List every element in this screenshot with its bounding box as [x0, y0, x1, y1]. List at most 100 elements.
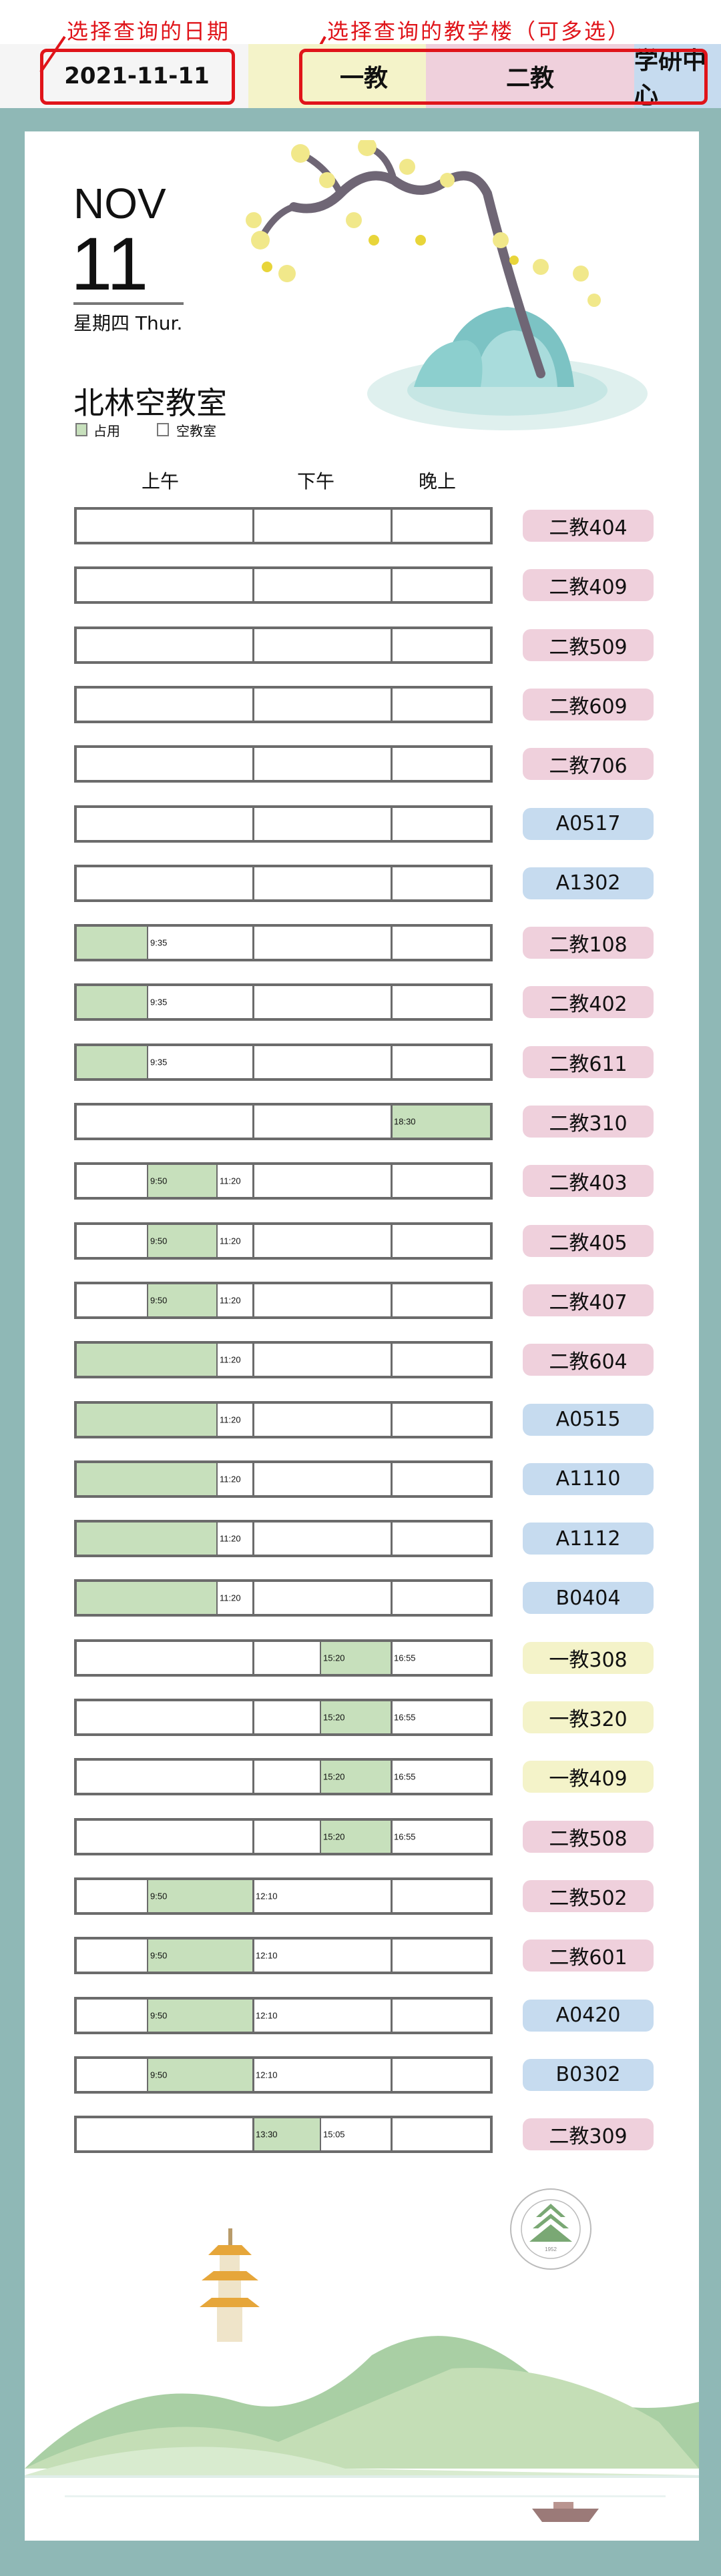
period-divider: [252, 1462, 254, 1495]
time-divider: [147, 1165, 148, 1198]
occupied-block: [320, 1761, 391, 1793]
room-label: 二教604: [523, 1344, 654, 1376]
occupied-block: [77, 927, 147, 959]
room-label: 一教320: [523, 1701, 654, 1733]
time-divider: [320, 1761, 321, 1793]
time-divider: [147, 1999, 148, 2032]
date-highlight-box: [40, 49, 235, 105]
period-divider: [391, 1045, 393, 1078]
period-divider: [391, 628, 393, 661]
period-divider: [252, 1106, 254, 1138]
end-time-label: 12:10: [256, 2070, 278, 2080]
column-afternoon: 下午: [297, 470, 335, 492]
end-time-label: 11:20: [220, 1533, 241, 1544]
room-timeline: 15:20 16:55: [74, 1639, 493, 1677]
period-divider: [252, 1045, 254, 1078]
start-time-label: 15:20: [323, 1771, 345, 1782]
room-timeline: 9:50 11:20: [74, 1162, 493, 1200]
room-timeline: 9:50 12:10: [74, 1937, 493, 1975]
time-divider: [147, 1045, 148, 1078]
room-timeline: 9:35: [74, 924, 493, 962]
result-card: [25, 131, 699, 2541]
period-divider: [391, 2058, 393, 2091]
time-divider: [216, 1344, 218, 1376]
period-divider: [252, 986, 254, 1019]
occupied-block: [77, 1582, 216, 1615]
period-divider: [391, 1224, 393, 1257]
room-label: 一教308: [523, 1641, 654, 1674]
column-evening: 晚上: [419, 470, 457, 492]
time-divider: [147, 1879, 148, 1912]
building-toggle-0[interactable]: 一教: [248, 44, 426, 108]
end-time-label: 15:05: [323, 2129, 345, 2140]
period-divider: [252, 2118, 254, 2151]
blossom-tree-illustration: [246, 140, 648, 430]
legend-occupied-label: 占用: [93, 423, 120, 439]
start-time-label: 9:50: [150, 1891, 168, 1901]
time-divider: [216, 1403, 218, 1436]
end-time-label: 11:20: [220, 1176, 241, 1186]
period-divider: [391, 1940, 393, 1972]
end-time-label: 16:55: [394, 1831, 416, 1842]
room-label: B0404: [523, 1582, 654, 1615]
time-divider: [216, 1165, 218, 1198]
room-label: A1302: [523, 867, 654, 899]
occupied-block: [147, 2058, 252, 2091]
room-timeline: [74, 566, 493, 604]
period-divider: [391, 748, 393, 781]
room-timeline: 9:50 11:20: [74, 1222, 493, 1260]
room-label: 二教403: [523, 1165, 654, 1198]
period-divider: [252, 748, 254, 781]
period-divider: [252, 927, 254, 959]
end-time-label: 9:35: [150, 937, 168, 948]
room-label: 二教402: [523, 986, 654, 1019]
room-label: A1112: [523, 1523, 654, 1555]
time-divider: [320, 1820, 321, 1853]
room-timeline: 13:30 15:05: [74, 2116, 493, 2154]
end-time-label: 16:55: [394, 1771, 416, 1782]
room-label: 二教108: [523, 927, 654, 959]
period-divider: [391, 1641, 393, 1674]
end-time-label: 11:20: [220, 1414, 241, 1424]
start-time-label: 15:20: [323, 1831, 345, 1842]
room-timeline: [74, 685, 493, 723]
occupied-block: [77, 1523, 216, 1555]
room-timeline: [74, 507, 493, 544]
occupied-block: [147, 1999, 252, 2032]
time-divider: [320, 1701, 321, 1733]
period-divider: [252, 1403, 254, 1436]
calendar-day: 11: [71, 222, 149, 306]
period-divider: [391, 927, 393, 959]
legend-occupied-swatch: [75, 423, 87, 436]
occupied-block: [320, 1820, 391, 1853]
end-time-label: 9:35: [150, 997, 168, 1007]
period-divider: [391, 1165, 393, 1198]
date-picker[interactable]: 2021-11-11: [64, 63, 210, 89]
end-time-label: 16:55: [394, 1653, 416, 1663]
occupied-block: [77, 1462, 216, 1495]
period-divider: [252, 1701, 254, 1733]
period-divider: [391, 1999, 393, 2032]
period-divider: [252, 1582, 254, 1615]
room-timeline: 18:30: [74, 1103, 493, 1140]
building-toggle-1[interactable]: 二教: [426, 44, 634, 108]
room-timeline: [74, 745, 493, 783]
calendar-weekday: 星期四 Thur.: [73, 312, 183, 334]
time-divider: [147, 1940, 148, 1972]
occupied-block: [252, 2118, 320, 2151]
time-divider: [147, 927, 148, 959]
period-divider: [391, 1106, 393, 1138]
room-label: B0302: [523, 2058, 654, 2091]
room-label: 二教404: [523, 510, 654, 542]
period-divider: [391, 1820, 393, 1853]
university-seal-logo: 1952: [510, 2188, 591, 2270]
calendar-month: NOV: [73, 179, 166, 228]
occupied-block: [147, 1879, 252, 1912]
room-label: 二教609: [523, 688, 654, 721]
period-divider: [391, 1761, 393, 1793]
occupied-block: [147, 1224, 216, 1257]
period-divider: [391, 1403, 393, 1436]
room-timeline: 9:35: [74, 1043, 493, 1081]
room-label: 二教601: [523, 1940, 654, 1972]
period-divider: [252, 2058, 254, 2091]
